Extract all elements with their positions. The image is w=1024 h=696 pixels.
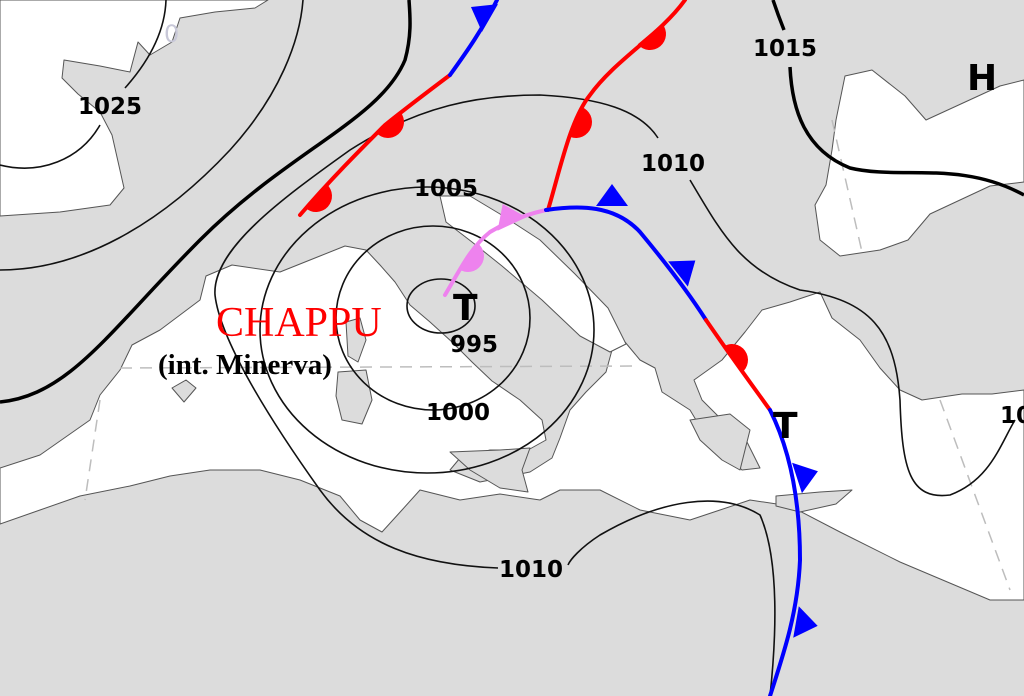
isobar-label: 1015: [753, 36, 817, 62]
balearic-island: [171, 379, 197, 403]
high-pressure-symbol: H: [967, 58, 997, 99]
isobar-1005: [259, 186, 595, 474]
isobar-label: 1010: [641, 151, 705, 177]
isobar-label: 995: [450, 332, 498, 358]
low-pressure-symbol: T: [453, 288, 478, 329]
warm-front-semicircle-icon: [305, 184, 332, 212]
cold-front-triangle-icon: [792, 462, 818, 494]
isobar-label: 1005: [414, 176, 478, 202]
corsica: [345, 317, 367, 363]
isobar-label: 1025: [78, 94, 142, 120]
black-sea: [814, 69, 1024, 257]
border-line: [84, 399, 101, 501]
sardinia: [335, 369, 373, 425]
isobar-995: [406, 278, 476, 334]
cold-front-triangle-icon: [470, 4, 498, 32]
isobar-1000: [335, 225, 531, 411]
isobar-labels: 1025 1015 1010 1005 1000 995 1010 10 0: [78, 20, 1024, 583]
isobar-label: 1000: [426, 400, 490, 426]
cold-front-central: [544, 205, 708, 322]
peloponnese: [689, 413, 751, 471]
border-line: [939, 399, 1011, 591]
cold-front-triangle-icon: [668, 260, 696, 287]
sicily: [449, 447, 531, 493]
isobar-1010: [214, 94, 1016, 696]
isobar-1015-east: [771, 0, 1024, 197]
cold-front-south: [768, 408, 803, 696]
warm-front-semicircle-icon: [637, 23, 666, 51]
isobar-label: 1010: [499, 557, 563, 583]
occluded-front: [443, 208, 548, 297]
isobar-1020: [0, 0, 304, 271]
warm-front-semicircle-icon: [722, 344, 748, 373]
border-line: [119, 365, 641, 369]
low-pressure-symbol: T: [773, 406, 798, 447]
cold-front-triangle-icon: [497, 204, 527, 231]
isobar-1025: [0, 0, 167, 169]
isobar-label: 10: [1000, 403, 1024, 429]
mediterranean-sea: [0, 245, 1024, 601]
warm-front-semicircle-icon: [375, 111, 404, 138]
cold-front-triangle-icon: [596, 184, 628, 206]
atlantic-sea: [0, 0, 269, 217]
warm-front-semicircle-icon: [458, 242, 484, 272]
isobar-label: 0: [164, 20, 179, 48]
fronts: [298, 0, 818, 696]
border-line: [831, 119, 863, 253]
warm-front-semicircle-icon: [570, 106, 592, 138]
storm-name: CHAPPU: [216, 300, 382, 346]
isobar-1015-west: [0, 0, 412, 404]
cold-front-triangle-icon: [793, 606, 818, 638]
storm-alt-name: (int. Minerva): [158, 349, 332, 381]
